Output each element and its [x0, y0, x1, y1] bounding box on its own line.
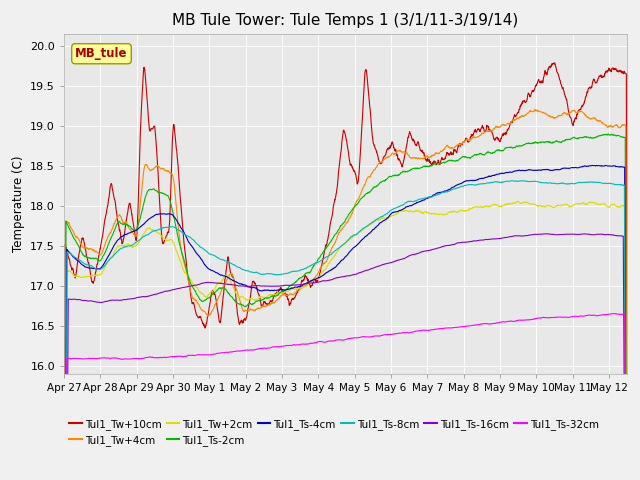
Line: Tul1_Ts-4cm: Tul1_Ts-4cm: [64, 166, 627, 480]
Tul1_Tw+4cm: [607, 122, 615, 128]
Tul1_Ts-4cm: [607, 163, 614, 169]
Tul1_Ts-8cm: [607, 180, 614, 186]
Tul1_Ts-8cm: [334, 246, 342, 252]
Tul1_Ts-2cm: [504, 144, 511, 150]
Tul1_Tw+2cm: [607, 202, 615, 208]
Line: Tul1_Tw+10cm: Tul1_Tw+10cm: [64, 63, 627, 480]
Tul1_Ts-16cm: [607, 232, 615, 238]
Tul1_Ts-32cm: [319, 339, 327, 345]
Legend: Tul1_Tw+10cm, Tul1_Tw+4cm, Tul1_Tw+2cm, Tul1_Ts-2cm, Tul1_Ts-4cm, Tul1_Ts-8cm, T: Tul1_Tw+10cm, Tul1_Tw+4cm, Tul1_Tw+2cm, …: [69, 419, 599, 446]
Tul1_Ts-2cm: [334, 228, 342, 233]
Tul1_Tw+2cm: [504, 201, 511, 206]
Tul1_Tw+2cm: [334, 248, 342, 253]
Tul1_Tw+4cm: [89, 248, 97, 253]
Tul1_Ts-16cm: [334, 275, 342, 280]
Tul1_Ts-2cm: [604, 131, 612, 137]
Tul1_Ts-4cm: [334, 262, 342, 267]
Tul1_Tw+10cm: [89, 279, 97, 285]
Tul1_Ts-4cm: [589, 163, 597, 168]
Tul1_Tw+4cm: [531, 107, 539, 112]
Tul1_Tw+2cm: [319, 269, 327, 275]
Tul1_Ts-2cm: [607, 132, 615, 138]
Tul1_Ts-8cm: [607, 180, 615, 186]
Tul1_Tw+10cm: [607, 68, 614, 74]
Text: MB_tule: MB_tule: [76, 47, 128, 60]
Tul1_Ts-2cm: [607, 132, 614, 138]
Tul1_Ts-8cm: [508, 178, 516, 183]
Line: Tul1_Ts-8cm: Tul1_Ts-8cm: [64, 180, 627, 480]
Tul1_Ts-32cm: [609, 311, 617, 316]
Tul1_Ts-32cm: [607, 311, 614, 317]
Tul1_Tw+4cm: [504, 120, 511, 126]
Tul1_Ts-32cm: [334, 337, 342, 343]
Tul1_Tw+10cm: [607, 69, 615, 75]
Tul1_Ts-32cm: [89, 356, 97, 361]
Tul1_Ts-4cm: [89, 265, 97, 271]
Tul1_Tw+4cm: [607, 122, 614, 128]
Tul1_Ts-32cm: [504, 319, 511, 324]
Tul1_Ts-16cm: [504, 234, 511, 240]
Tul1_Ts-2cm: [319, 250, 327, 255]
Tul1_Ts-8cm: [504, 178, 511, 184]
Line: Tul1_Tw+4cm: Tul1_Tw+4cm: [64, 109, 627, 480]
Tul1_Ts-4cm: [607, 163, 615, 169]
Tul1_Ts-8cm: [89, 264, 97, 270]
Tul1_Tw+10cm: [550, 60, 558, 66]
Tul1_Tw+4cm: [319, 262, 327, 267]
Tul1_Ts-16cm: [319, 278, 327, 284]
Tul1_Ts-4cm: [319, 273, 327, 278]
Tul1_Tw+2cm: [607, 203, 614, 208]
Tul1_Tw+2cm: [514, 198, 522, 204]
Tul1_Ts-16cm: [543, 231, 550, 237]
Tul1_Ts-32cm: [607, 311, 614, 317]
Line: Tul1_Tw+2cm: Tul1_Tw+2cm: [64, 201, 627, 480]
Title: MB Tule Tower: Tule Temps 1 (3/1/11-3/19/14): MB Tule Tower: Tule Temps 1 (3/1/11-3/19…: [172, 13, 519, 28]
Line: Tul1_Ts-2cm: Tul1_Ts-2cm: [64, 134, 627, 480]
Line: Tul1_Ts-16cm: Tul1_Ts-16cm: [64, 234, 627, 480]
Tul1_Ts-16cm: [607, 232, 614, 238]
Tul1_Ts-8cm: [319, 257, 327, 263]
Tul1_Tw+10cm: [334, 178, 342, 183]
Tul1_Ts-4cm: [504, 170, 511, 176]
Tul1_Tw+10cm: [319, 256, 327, 262]
Tul1_Ts-16cm: [89, 299, 97, 304]
Tul1_Tw+2cm: [89, 272, 97, 278]
Line: Tul1_Ts-32cm: Tul1_Ts-32cm: [64, 313, 627, 480]
Tul1_Ts-2cm: [89, 255, 97, 261]
Tul1_Tw+4cm: [334, 232, 342, 238]
Tul1_Tw+10cm: [504, 127, 511, 133]
Y-axis label: Temperature (C): Temperature (C): [12, 156, 25, 252]
